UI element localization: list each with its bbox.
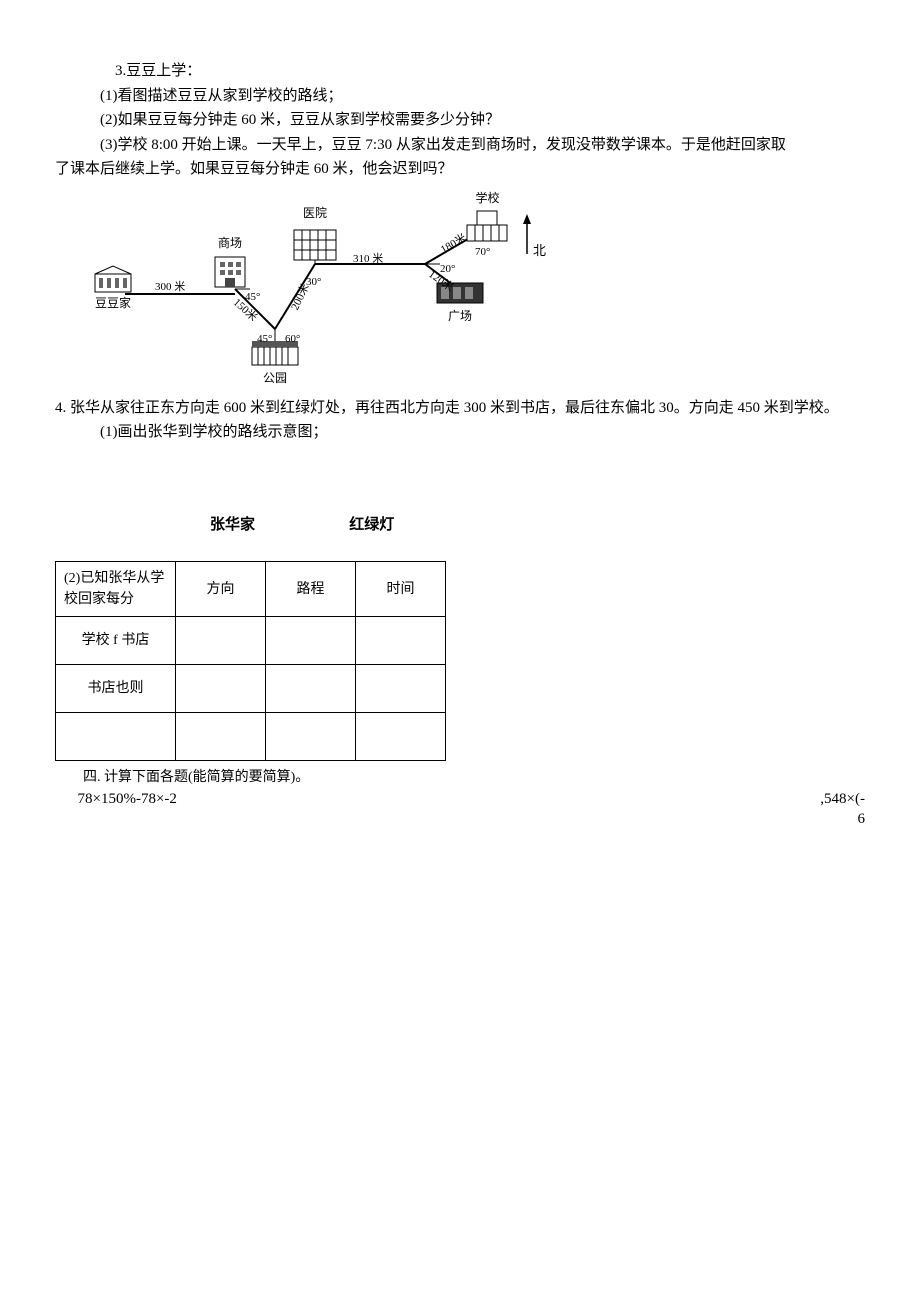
dist-1: 300 米 bbox=[155, 279, 185, 296]
row3-c1 bbox=[176, 713, 266, 761]
ang-3: 30° bbox=[306, 274, 321, 291]
table-row bbox=[56, 713, 446, 761]
calc-expr-right-bot: 6 bbox=[820, 811, 865, 828]
ang-4: 60° bbox=[285, 331, 300, 348]
q3-p3a: (3)学校 8:00 开始上课。一天早上，豆豆 7:30 从家出发走到商场时，发… bbox=[55, 134, 865, 157]
row2-c1 bbox=[176, 665, 266, 713]
calc-expr-right: ,548×(- 6 bbox=[820, 788, 865, 827]
label-square: 广场 bbox=[448, 309, 472, 323]
label-traffic-light: 红绿灯 bbox=[349, 514, 394, 537]
label-park: 公园 bbox=[263, 371, 287, 385]
calc-title: 四. 计算下面各题(能简算的要简算)。 bbox=[55, 767, 865, 788]
label-school: 学校 bbox=[475, 191, 499, 205]
row3-label bbox=[56, 713, 176, 761]
q4-text: 4. 张华从家往正东方向走 600 米到红绿灯处，再往西北方向走 300 米到书… bbox=[55, 397, 865, 420]
q3-title: 3.豆豆上学： bbox=[55, 60, 865, 83]
row1-c2 bbox=[266, 617, 356, 665]
row1-c1 bbox=[176, 617, 266, 665]
label-mall: 商场 bbox=[218, 236, 242, 250]
row2-c2 bbox=[266, 665, 356, 713]
row2-label: 书店也则 bbox=[56, 665, 176, 713]
table-header-distance: 路程 bbox=[266, 562, 356, 617]
ang-1: 45° bbox=[245, 289, 260, 306]
diagram-labels-row: 张华家 红绿灯 bbox=[55, 514, 865, 537]
ang-6: 20° bbox=[440, 261, 455, 278]
route-diagram: 豆豆家 商场 医院 学校 广场 公园 300 米 150米 200米 310 米… bbox=[85, 189, 545, 389]
building-hospital: 医院 bbox=[290, 204, 340, 264]
label-home: 豆豆家 bbox=[95, 296, 131, 310]
calc-line: 78×150%-78×-2 ,548×(- 6 bbox=[55, 788, 865, 811]
q3-p3b: 了课本后继续上学。如果豆豆每分钟走 60 米，他会迟到吗？ bbox=[55, 158, 865, 181]
row2-c3 bbox=[356, 665, 446, 713]
building-mall: 商场 bbox=[210, 234, 250, 292]
building-school: 学校 bbox=[465, 189, 510, 245]
calc-expr-right-top: ,548×(- bbox=[820, 791, 865, 807]
table-header-direction: 方向 bbox=[176, 562, 266, 617]
dist-4: 310 米 bbox=[353, 251, 383, 268]
row1-c3 bbox=[356, 617, 446, 665]
ang-2: 45° bbox=[257, 331, 272, 348]
q4-p1: (1)画出张华到学校的路线示意图； bbox=[55, 421, 865, 444]
row3-c3 bbox=[356, 713, 446, 761]
table-row: 学校 f 书店 bbox=[56, 617, 446, 665]
row3-c2 bbox=[266, 713, 356, 761]
ang-5: 70° bbox=[475, 244, 490, 261]
table-cell-00: (2)已知张华从学校回家每分 bbox=[56, 562, 176, 617]
label-hospital: 医院 bbox=[303, 206, 327, 220]
table-row: 书店也则 bbox=[56, 665, 446, 713]
q3-p2: (2)如果豆豆每分钟走 60 米，豆豆从家到学校需要多少分钟？ bbox=[55, 109, 865, 132]
compass-label: 北 bbox=[533, 241, 546, 261]
building-home: 豆豆家 bbox=[93, 264, 133, 312]
route-table: (2)已知张华从学校回家每分 方向 路程 时间 学校 f 书店 书店也则 bbox=[55, 561, 446, 761]
table-header-time: 时间 bbox=[356, 562, 446, 617]
calc-expr-left: 78×150%-78×-2 bbox=[78, 788, 177, 811]
q3-p1: (1)看图描述豆豆从家到学校的路线； bbox=[55, 85, 865, 108]
row1-label: 学校 f 书店 bbox=[56, 617, 176, 665]
label-zhanghua-home: 张华家 bbox=[210, 514, 255, 537]
